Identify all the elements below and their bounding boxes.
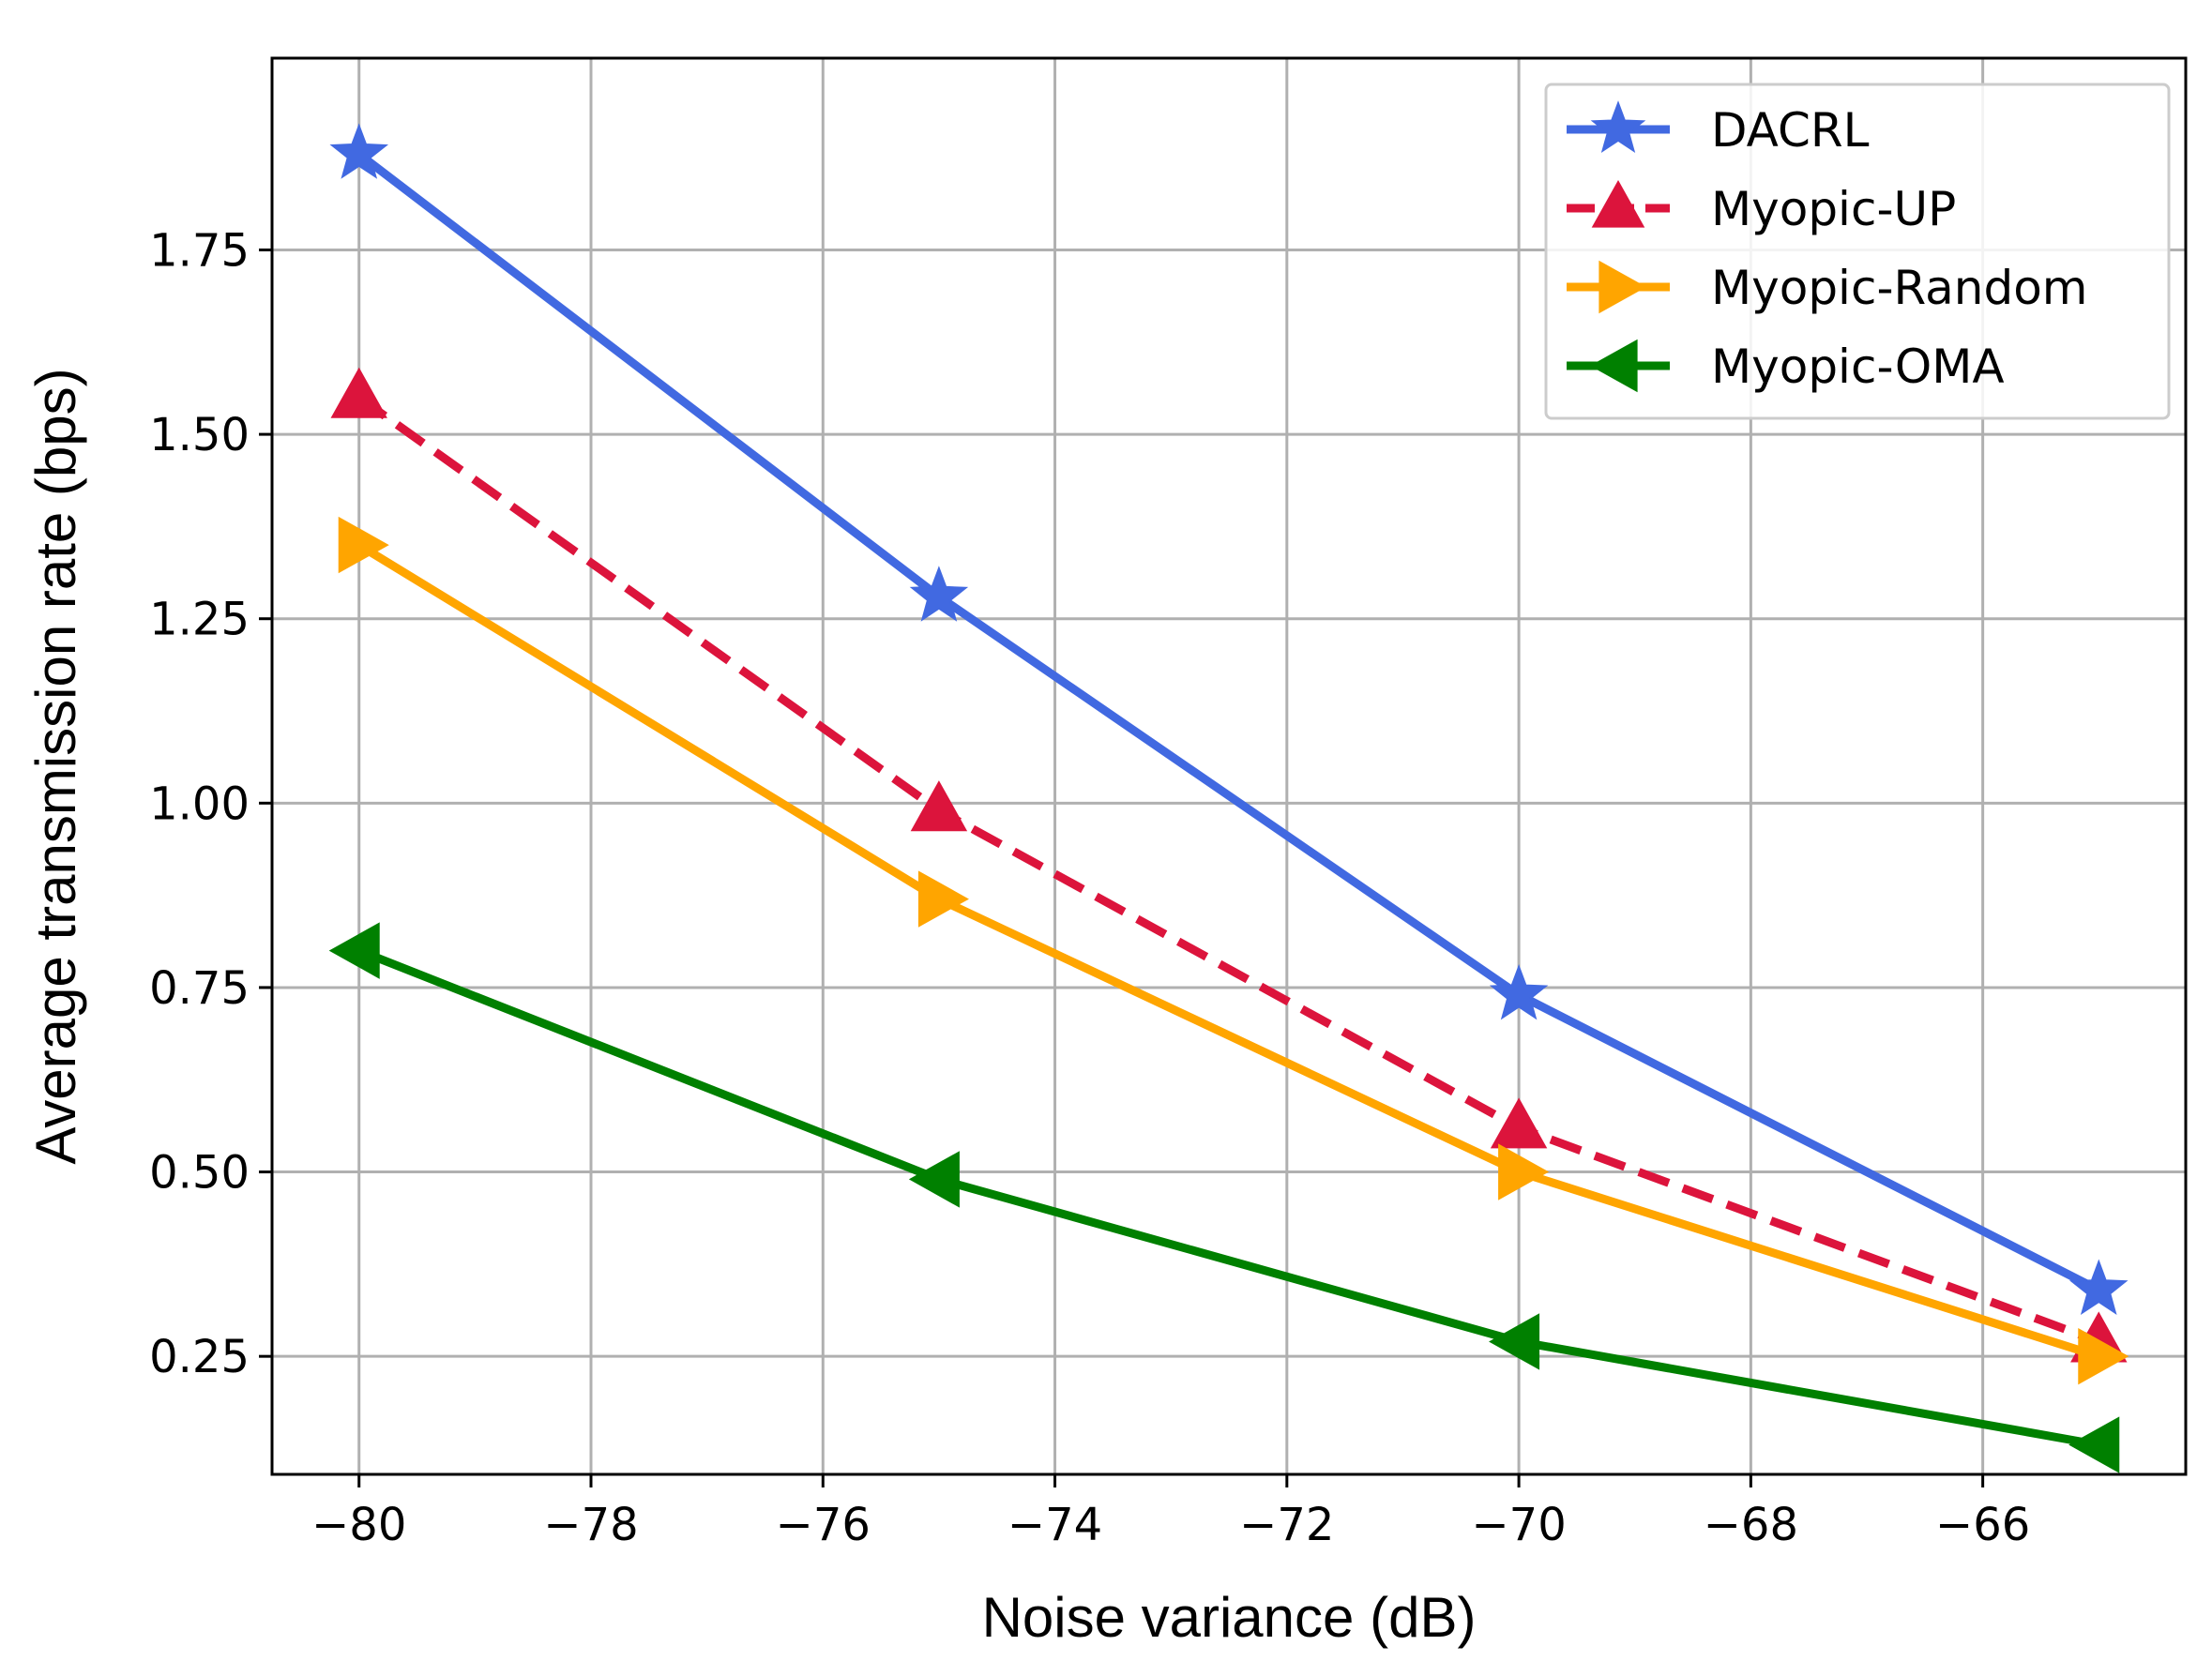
data-point bbox=[910, 780, 968, 832]
data-point bbox=[909, 566, 969, 622]
x-tick-label: −70 bbox=[1471, 1499, 1566, 1551]
y-tick-label: 1.00 bbox=[149, 778, 250, 830]
series-line bbox=[357, 946, 2100, 1449]
data-point bbox=[2068, 1416, 2120, 1473]
plot-area-frame bbox=[270, 56, 2188, 1476]
series-line bbox=[356, 150, 2101, 1294]
y-tick-label: 0.25 bbox=[149, 1331, 250, 1383]
series-myopic-random bbox=[338, 516, 2129, 1385]
axis-ticks: −80 −78 −76 −74 −72 −70 −68 −66 0.25 0.50 0.75 1.00… bbox=[149, 224, 2030, 1551]
series-myopic-up bbox=[330, 367, 2128, 1363]
y-tick-label: 1.75 bbox=[149, 224, 250, 277]
legend-item: Myopic-UP bbox=[1567, 179, 1956, 236]
series-myopic-oma bbox=[328, 922, 2120, 1473]
legend-item: Myopic-Random bbox=[1567, 260, 2088, 315]
data-point bbox=[329, 123, 389, 179]
x-tick-label: −74 bbox=[1008, 1499, 1102, 1551]
y-tick-label: 1.50 bbox=[149, 409, 250, 461]
x-tick-label: −76 bbox=[776, 1499, 871, 1551]
data-point bbox=[1489, 963, 1549, 1020]
data-point bbox=[328, 922, 380, 979]
series-line bbox=[356, 394, 2100, 1346]
data-point bbox=[917, 870, 969, 928]
data-point bbox=[330, 367, 387, 418]
data-point bbox=[338, 516, 389, 574]
series-layer bbox=[328, 123, 2129, 1473]
data-point bbox=[2078, 1327, 2129, 1385]
legend-marker bbox=[1589, 339, 1638, 393]
legend-item: Myopic-OMA bbox=[1567, 339, 2005, 394]
data-point bbox=[908, 1151, 960, 1208]
legend-box bbox=[1544, 83, 2171, 420]
legend: DACRL Myopic-UP Myopic-Random Myopic-OMA bbox=[1544, 83, 2171, 420]
y-tick-label: 1.25 bbox=[149, 594, 250, 646]
x-tick-label: −78 bbox=[543, 1499, 638, 1551]
data-point bbox=[1498, 1143, 1550, 1200]
legend-marker bbox=[1590, 100, 1646, 154]
legend-label: DACRL bbox=[1711, 103, 1870, 158]
legend-label: Myopic-OMA bbox=[1711, 340, 2005, 394]
data-point bbox=[1490, 1097, 1548, 1149]
x-tick-label: −66 bbox=[1935, 1499, 2030, 1551]
x-tick-label: −68 bbox=[1704, 1499, 1798, 1551]
data-point bbox=[2068, 1259, 2129, 1316]
data-point bbox=[1489, 1313, 1540, 1370]
series-line bbox=[356, 541, 2100, 1361]
x-tick-label: −80 bbox=[311, 1499, 406, 1551]
x-axis-label: Noise variance (dB) bbox=[982, 1586, 1477, 1649]
x-tick-label: −72 bbox=[1239, 1499, 1334, 1551]
legend-marker bbox=[1598, 260, 1647, 314]
y-axis-label: Average transmission rate (bps) bbox=[24, 368, 87, 1164]
series-dacrl bbox=[329, 123, 2129, 1316]
grid bbox=[272, 58, 2186, 1474]
legend-label: Myopic-UP bbox=[1711, 182, 1956, 236]
y-tick-label: 0.75 bbox=[149, 962, 250, 1015]
y-tick-label: 0.50 bbox=[149, 1147, 250, 1200]
legend-label: Myopic-Random bbox=[1711, 261, 2088, 315]
legend-marker bbox=[1591, 179, 1645, 228]
legend-item: DACRL bbox=[1567, 100, 1870, 158]
